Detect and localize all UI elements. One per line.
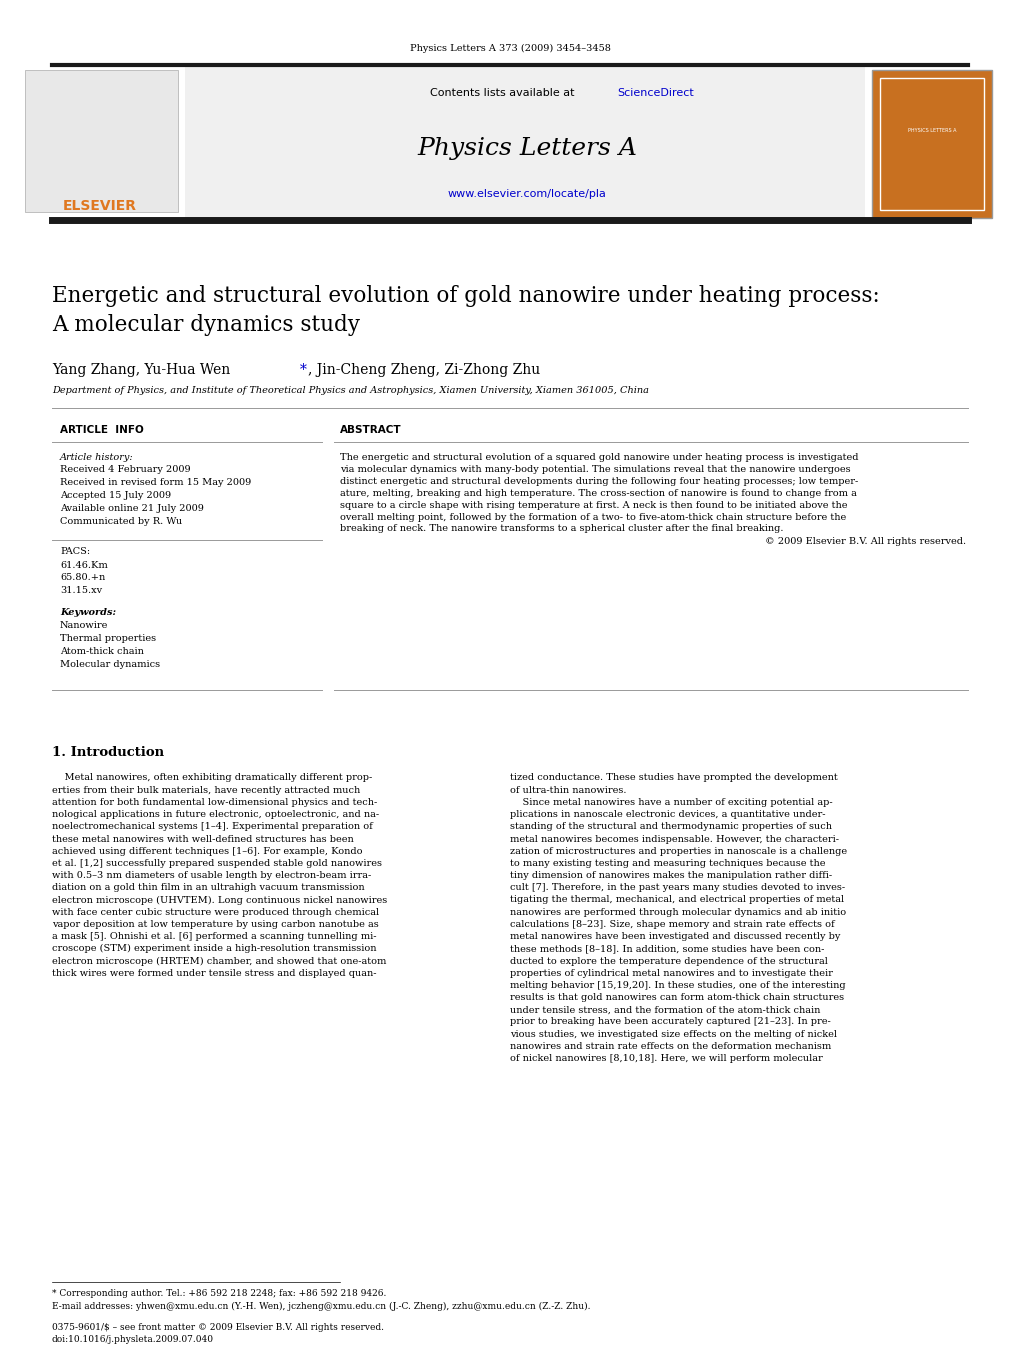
Text: breaking of neck. The nanowire transforms to a spherical cluster after the final: breaking of neck. The nanowire transform…: [339, 524, 783, 534]
Text: 61.46.Km: 61.46.Km: [60, 561, 108, 570]
Text: Yang Zhang, Yu-Hua Wen: Yang Zhang, Yu-Hua Wen: [52, 363, 230, 377]
Text: Article history:: Article history:: [60, 453, 133, 462]
Text: Keywords:: Keywords:: [60, 608, 116, 617]
Text: Molecular dynamics: Molecular dynamics: [60, 659, 160, 669]
Text: Atom-thick chain: Atom-thick chain: [60, 647, 144, 657]
Text: attention for both fundamental low-dimensional physics and tech-: attention for both fundamental low-dimen…: [52, 798, 377, 807]
Text: distinct energetic and structural developments during the following four heating: distinct energetic and structural develo…: [339, 477, 857, 485]
Text: Accepted 15 July 2009: Accepted 15 July 2009: [60, 492, 171, 500]
Text: with 0.5–3 nm diameters of usable length by electron-beam irra-: with 0.5–3 nm diameters of usable length…: [52, 871, 371, 880]
Text: Metal nanowires, often exhibiting dramatically different prop-: Metal nanowires, often exhibiting dramat…: [52, 774, 372, 782]
Text: doi:10.1016/j.physleta.2009.07.040: doi:10.1016/j.physleta.2009.07.040: [52, 1336, 214, 1344]
Text: * Corresponding author. Tel.: +86 592 218 2248; fax: +86 592 218 9426.: * Corresponding author. Tel.: +86 592 21…: [52, 1289, 386, 1297]
Text: nanowires are performed through molecular dynamics and ab initio: nanowires are performed through molecula…: [510, 908, 846, 917]
Bar: [879, 78, 983, 209]
Text: ScienceDirect: ScienceDirect: [616, 88, 693, 99]
Text: 0375-9601/$ – see front matter © 2009 Elsevier B.V. All rights reserved.: 0375-9601/$ – see front matter © 2009 El…: [52, 1324, 383, 1332]
Text: under tensile stress, and the formation of the atom-thick chain: under tensile stress, and the formation …: [510, 1005, 819, 1015]
Text: nanowires and strain rate effects on the deformation mechanism: nanowires and strain rate effects on the…: [510, 1042, 830, 1051]
Text: square to a circle shape with rising temperature at first. A neck is then found : square to a circle shape with rising tem…: [339, 500, 847, 509]
Text: results is that gold nanowires can form atom-thick chain structures: results is that gold nanowires can form …: [510, 993, 844, 1002]
Text: with face center cubic structure were produced through chemical: with face center cubic structure were pr…: [52, 908, 379, 917]
Text: tized conductance. These studies have prompted the development: tized conductance. These studies have pr…: [510, 774, 837, 782]
Text: zation of microstructures and properties in nanoscale is a challenge: zation of microstructures and properties…: [510, 847, 847, 855]
Text: metal nanowires becomes indispensable. However, the characteri-: metal nanowires becomes indispensable. H…: [510, 835, 839, 843]
Text: ABSTRACT: ABSTRACT: [339, 426, 401, 435]
Text: Received in revised form 15 May 2009: Received in revised form 15 May 2009: [60, 478, 251, 488]
Text: *: *: [300, 363, 307, 377]
Text: E-mail addresses: yhwen@xmu.edu.cn (Y.-H. Wen), jczheng@xmu.edu.cn (J.-C. Zheng): E-mail addresses: yhwen@xmu.edu.cn (Y.-H…: [52, 1301, 590, 1310]
Text: et al. [1,2] successfully prepared suspended stable gold nanowires: et al. [1,2] successfully prepared suspe…: [52, 859, 382, 867]
Text: of nickel nanowires [8,10,18]. Here, we will perform molecular: of nickel nanowires [8,10,18]. Here, we …: [510, 1054, 822, 1063]
Text: 31.15.xv: 31.15.xv: [60, 586, 102, 594]
Text: overall melting point, followed by the formation of a two- to five-atom-thick ch: overall melting point, followed by the f…: [339, 512, 846, 521]
Text: calculations [8–23]. Size, shape memory and strain rate effects of: calculations [8–23]. Size, shape memory …: [510, 920, 834, 929]
Text: thick wires were formed under tensile stress and displayed quan-: thick wires were formed under tensile st…: [52, 969, 376, 978]
Text: melting behavior [15,19,20]. In these studies, one of the interesting: melting behavior [15,19,20]. In these st…: [510, 981, 845, 990]
Text: vapor deposition at low temperature by using carbon nanotube as: vapor deposition at low temperature by u…: [52, 920, 378, 929]
Text: plications in nanoscale electronic devices, a quantitative under-: plications in nanoscale electronic devic…: [510, 811, 824, 819]
Text: 1. Introduction: 1. Introduction: [52, 746, 164, 758]
Text: noelectromechanical systems [1–4]. Experimental preparation of: noelectromechanical systems [1–4]. Exper…: [52, 823, 372, 831]
Text: a mask [5]. Ohnishi et al. [6] performed a scanning tunnelling mi-: a mask [5]. Ohnishi et al. [6] performed…: [52, 932, 376, 942]
Text: Energetic and structural evolution of gold nanowire under heating process:
A mol: Energetic and structural evolution of go…: [52, 285, 879, 336]
Text: properties of cylindrical metal nanowires and to investigate their: properties of cylindrical metal nanowire…: [510, 969, 833, 978]
Text: Contents lists available at: Contents lists available at: [430, 88, 578, 99]
Text: via molecular dynamics with many-body potential. The simulations reveal that the: via molecular dynamics with many-body po…: [339, 465, 850, 473]
Text: metal nanowires have been investigated and discussed recently by: metal nanowires have been investigated a…: [510, 932, 840, 942]
Text: Physics Letters A 373 (2009) 3454–3458: Physics Letters A 373 (2009) 3454–3458: [410, 43, 609, 53]
Text: Available online 21 July 2009: Available online 21 July 2009: [60, 504, 204, 513]
Text: ARTICLE  INFO: ARTICLE INFO: [60, 426, 144, 435]
Text: 65.80.+n: 65.80.+n: [60, 573, 105, 582]
Text: www.elsevier.com/locate/pla: www.elsevier.com/locate/pla: [447, 189, 606, 199]
Text: PHYSICS LETTERS A: PHYSICS LETTERS A: [907, 127, 956, 132]
Text: of ultra-thin nanowires.: of ultra-thin nanowires.: [510, 786, 626, 794]
Text: vious studies, we investigated size effects on the melting of nickel: vious studies, we investigated size effe…: [510, 1029, 837, 1039]
Text: Nanowire: Nanowire: [60, 621, 108, 631]
Text: nological applications in future electronic, optoelectronic, and na-: nological applications in future electro…: [52, 811, 379, 819]
Text: to many existing testing and measuring techniques because the: to many existing testing and measuring t…: [510, 859, 824, 867]
Text: Physics Letters A: Physics Letters A: [417, 136, 636, 159]
Text: tigating the thermal, mechanical, and electrical properties of metal: tigating the thermal, mechanical, and el…: [510, 896, 844, 905]
Text: tiny dimension of nanowires makes the manipulation rather diffi-: tiny dimension of nanowires makes the ma…: [510, 871, 832, 880]
Text: © 2009 Elsevier B.V. All rights reserved.: © 2009 Elsevier B.V. All rights reserved…: [764, 536, 965, 546]
Text: Thermal properties: Thermal properties: [60, 635, 156, 643]
Text: diation on a gold thin film in an ultrahigh vacuum transmission: diation on a gold thin film in an ultrah…: [52, 884, 364, 892]
Text: these metal nanowires with well-defined structures has been: these metal nanowires with well-defined …: [52, 835, 354, 843]
Text: Communicated by R. Wu: Communicated by R. Wu: [60, 516, 182, 526]
Text: Department of Physics, and Institute of Theoretical Physics and Astrophysics, Xi: Department of Physics, and Institute of …: [52, 386, 648, 396]
Bar: [184, 65, 864, 218]
Text: achieved using different techniques [1–6]. For example, Kondo: achieved using different techniques [1–6…: [52, 847, 362, 855]
Text: croscope (STM) experiment inside a high-resolution transmission: croscope (STM) experiment inside a high-…: [52, 944, 376, 954]
Bar: [25, 70, 178, 212]
Text: ature, melting, breaking and high temperature. The cross-section of nanowire is : ature, melting, breaking and high temper…: [339, 489, 856, 497]
Text: electron microscope (UHVTEM). Long continuous nickel nanowires: electron microscope (UHVTEM). Long conti…: [52, 896, 387, 905]
Text: , Jin-Cheng Zheng, Zi-Zhong Zhu: , Jin-Cheng Zheng, Zi-Zhong Zhu: [308, 363, 540, 377]
Text: PACS:: PACS:: [60, 547, 90, 557]
Text: cult [7]. Therefore, in the past years many studies devoted to inves-: cult [7]. Therefore, in the past years m…: [510, 884, 845, 892]
Text: standing of the structural and thermodynamic properties of such: standing of the structural and thermodyn…: [510, 823, 832, 831]
Text: Received 4 February 2009: Received 4 February 2009: [60, 466, 191, 474]
Text: ELSEVIER: ELSEVIER: [63, 199, 137, 213]
Text: prior to breaking have been accurately captured [21–23]. In pre-: prior to breaking have been accurately c…: [510, 1017, 829, 1027]
Text: Since metal nanowires have a number of exciting potential ap-: Since metal nanowires have a number of e…: [510, 798, 832, 807]
Bar: [871, 70, 991, 218]
Text: electron microscope (HRTEM) chamber, and showed that one-atom: electron microscope (HRTEM) chamber, and…: [52, 957, 386, 966]
Text: these methods [8–18]. In addition, some studies have been con-: these methods [8–18]. In addition, some …: [510, 944, 823, 954]
Text: erties from their bulk materials, have recently attracted much: erties from their bulk materials, have r…: [52, 786, 360, 794]
Text: The energetic and structural evolution of a squared gold nanowire under heating : The energetic and structural evolution o…: [339, 453, 858, 462]
Text: ducted to explore the temperature dependence of the structural: ducted to explore the temperature depend…: [510, 957, 827, 966]
